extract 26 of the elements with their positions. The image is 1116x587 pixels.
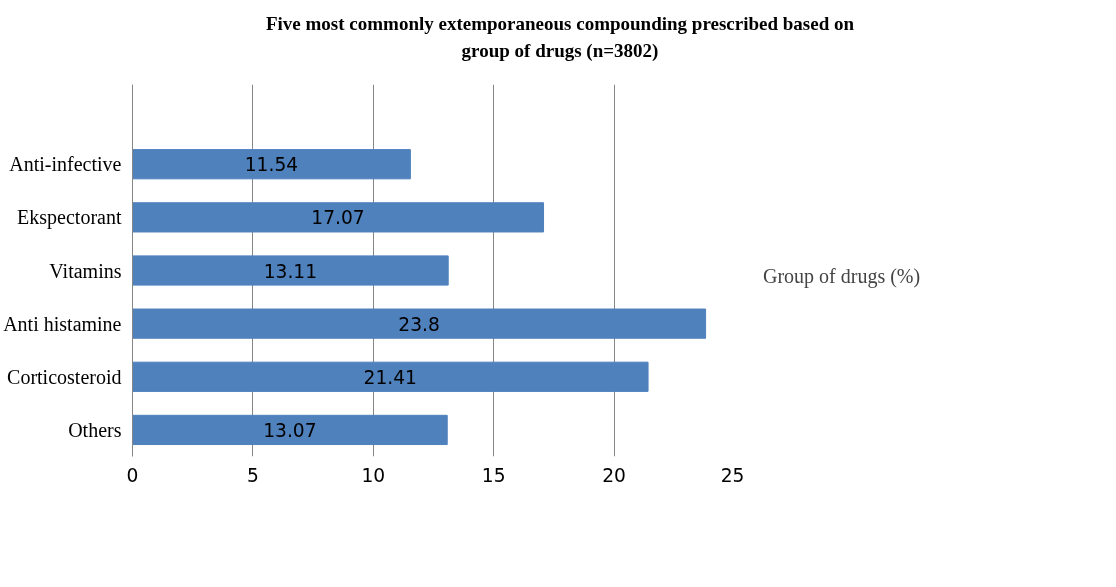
x-tick-label: 10	[361, 464, 386, 486]
data-label: 13.11	[263, 260, 318, 282]
y-tick-label: Ekspectorant	[17, 206, 122, 230]
x-tick-label: 15	[481, 464, 506, 486]
x-tick-label: 20	[602, 464, 626, 486]
text: Group of drugs (%)	[763, 264, 921, 288]
data-label: 13.07	[263, 420, 317, 442]
chart-title: Five most commonly extemporaneous compounding prescribed based on group of drugs (n=3802)	[264, 12, 856, 64]
bar	[132, 149, 411, 180]
data-label: 11.54	[244, 154, 299, 176]
bar	[132, 308, 707, 340]
y-tick-label: Anti-infective	[9, 153, 122, 176]
bar	[132, 361, 649, 393]
data-label: 23.8	[398, 313, 440, 335]
data-label: 21.41	[363, 367, 417, 389]
bar	[132, 202, 545, 233]
x-tick-label: 0	[126, 464, 139, 486]
y-tick-label: Others	[68, 419, 122, 442]
x-tick-label: 5	[246, 464, 259, 486]
bar	[132, 255, 449, 286]
bar	[132, 415, 448, 446]
y-tick-label: Corticosteroid	[7, 366, 122, 389]
data-label: 17.07	[311, 207, 365, 229]
y-tick-label: Vitamins	[49, 259, 122, 282]
x-tick-label: 25	[720, 464, 745, 486]
y-tick-label: Anti histamine	[3, 312, 122, 335]
